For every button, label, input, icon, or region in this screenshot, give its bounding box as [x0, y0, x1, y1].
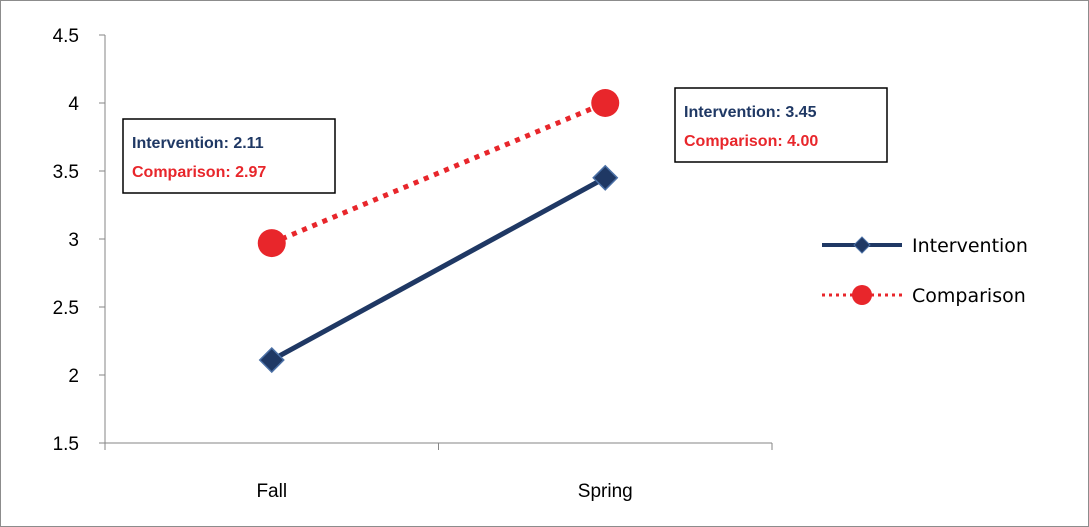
annotation-value: 2.97 — [231, 164, 267, 181]
legend: Intervention Comparison — [822, 235, 1028, 307]
annotation-line: Intervention: 3.45 — [684, 104, 817, 121]
series-line-comparison — [270, 100, 607, 246]
annotation-border — [674, 87, 888, 163]
legend-label: Intervention — [912, 235, 1028, 257]
annotation-border — [122, 118, 336, 194]
intervention-point — [592, 164, 619, 191]
comparison-point — [257, 229, 286, 258]
annotation-label: Comparison: — [684, 133, 783, 150]
annotation-line: Intervention: 2.11 — [132, 135, 264, 152]
legend-label: Comparison — [912, 285, 1026, 307]
y-tick-label: 4.5 — [53, 26, 79, 47]
x-tick-label: Fall — [256, 481, 287, 502]
series-line-intervention — [270, 175, 607, 363]
y-tick-label: 3.5 — [53, 162, 79, 183]
axes: 1.5 2 2.5 3 3.5 4 4.5 Fall Spring — [53, 26, 773, 502]
legend-marker — [852, 285, 872, 305]
intervention-point — [258, 346, 285, 374]
series-layer — [257, 89, 620, 374]
annotation-value: 3.45 — [781, 104, 817, 121]
y-tick-label: 2 — [68, 366, 79, 387]
annotation-value: 2.11 — [229, 135, 264, 152]
legend-item-intervention: Intervention — [822, 235, 1028, 257]
legend-item-comparison: Comparison — [822, 285, 1026, 307]
annotation-value: 4.00 — [783, 133, 819, 150]
legend-marker — [853, 236, 871, 254]
y-tick-label: 3 — [68, 230, 79, 251]
annotation-box: Intervention: 2.11 Comparison: 2.97 — [122, 118, 336, 194]
comparison-point — [591, 89, 620, 117]
annotation-label: Intervention: — [684, 104, 781, 121]
y-tick-label: 1.5 — [53, 434, 79, 455]
series-comparison — [257, 89, 620, 258]
annotation-box: Intervention: 3.45 Comparison: 4.00 — [674, 87, 888, 163]
y-tick-label: 4 — [68, 94, 79, 115]
annotation-line: Comparison: 4.00 — [684, 133, 818, 150]
y-tick-label: 2.5 — [53, 298, 79, 319]
series-intervention — [258, 164, 619, 374]
annotation-label: Intervention: — [132, 135, 229, 152]
x-tick-label: Spring — [578, 481, 633, 502]
annotation-label: Comparison: — [132, 164, 231, 181]
annotation-line: Comparison: 2.97 — [132, 164, 266, 181]
